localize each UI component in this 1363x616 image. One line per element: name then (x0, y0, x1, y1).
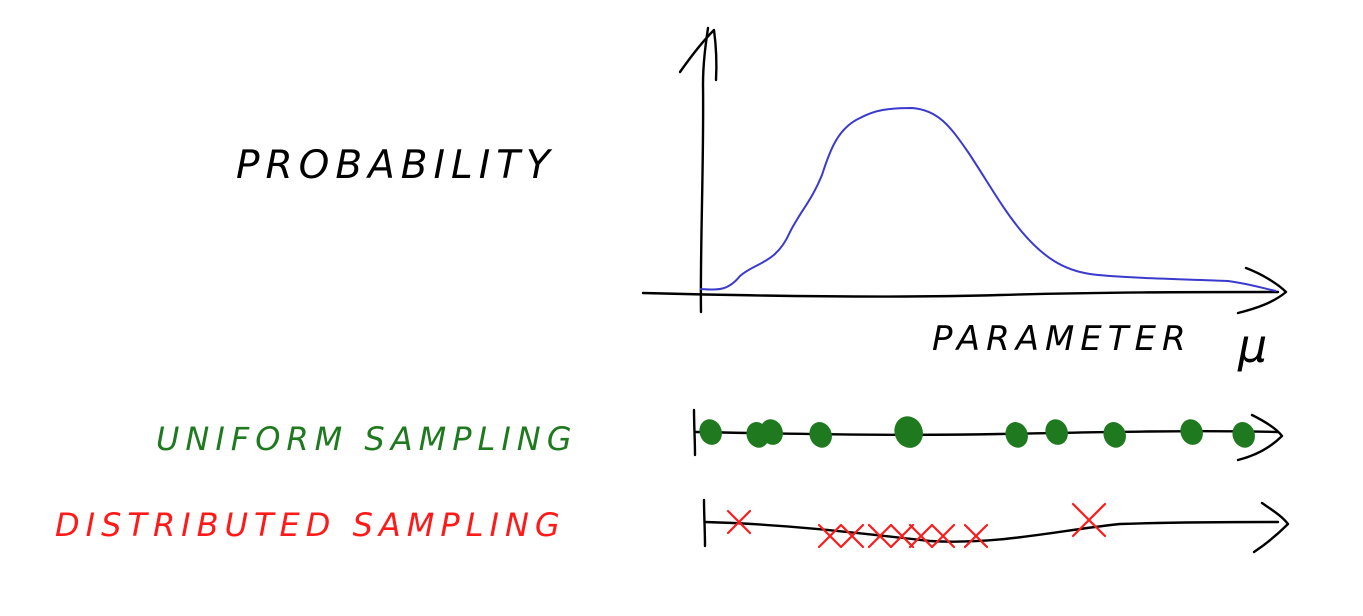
distributed-sample-crosses (726, 502, 1107, 549)
y-axis-line (699, 26, 710, 314)
x-axis-label: PARAMETER (932, 319, 1192, 359)
distributed-sample-cross (867, 523, 893, 549)
uniform-sampling-label: UNIFORM SAMPLING (156, 420, 578, 458)
distributed-sample-cross (963, 523, 989, 549)
distributed-axis-line (703, 520, 1280, 543)
x-axis-line (641, 290, 1280, 298)
y-axis-label: PROBABILITY (236, 143, 556, 188)
uniform-sample-dot (760, 419, 783, 445)
y-axis (678, 26, 718, 314)
distributed-sample-cross (839, 523, 865, 549)
uniform-sample-dots (699, 416, 1255, 448)
distributed-axis-arrowhead (1252, 501, 1290, 554)
x-axis (641, 266, 1288, 315)
parameter-symbol: μ (1237, 319, 1273, 373)
uniform-axis-tick (692, 408, 697, 457)
uniform-sample-dot (1180, 419, 1203, 445)
distributed-sampling-axis (702, 498, 1290, 554)
distributed-sample-cross (817, 523, 843, 549)
uniform-sample-dot (699, 419, 722, 445)
distributed-sample-cross (930, 523, 956, 549)
uniform-sample-dot (1232, 422, 1255, 448)
uniform-sample-dot (1103, 422, 1126, 448)
y-axis-arrowhead (678, 28, 718, 82)
uniform-sample-dot (1005, 422, 1028, 448)
uniform-sample-dot (809, 422, 832, 448)
uniform-axis-arrowhead (1236, 413, 1284, 462)
probability-curve (699, 106, 1277, 292)
distributed-sample-cross (726, 509, 752, 535)
distributed-sample-cross (889, 523, 915, 549)
uniform-sample-dot (1045, 419, 1068, 445)
distributed-sample-cross (1071, 502, 1107, 538)
x-axis-arrowhead (1236, 266, 1288, 315)
distributed-sampling-label: DISTRIBUTED SAMPLING (55, 506, 566, 544)
uniform-sample-dot (894, 416, 923, 448)
distributed-sample-cross (908, 523, 934, 549)
